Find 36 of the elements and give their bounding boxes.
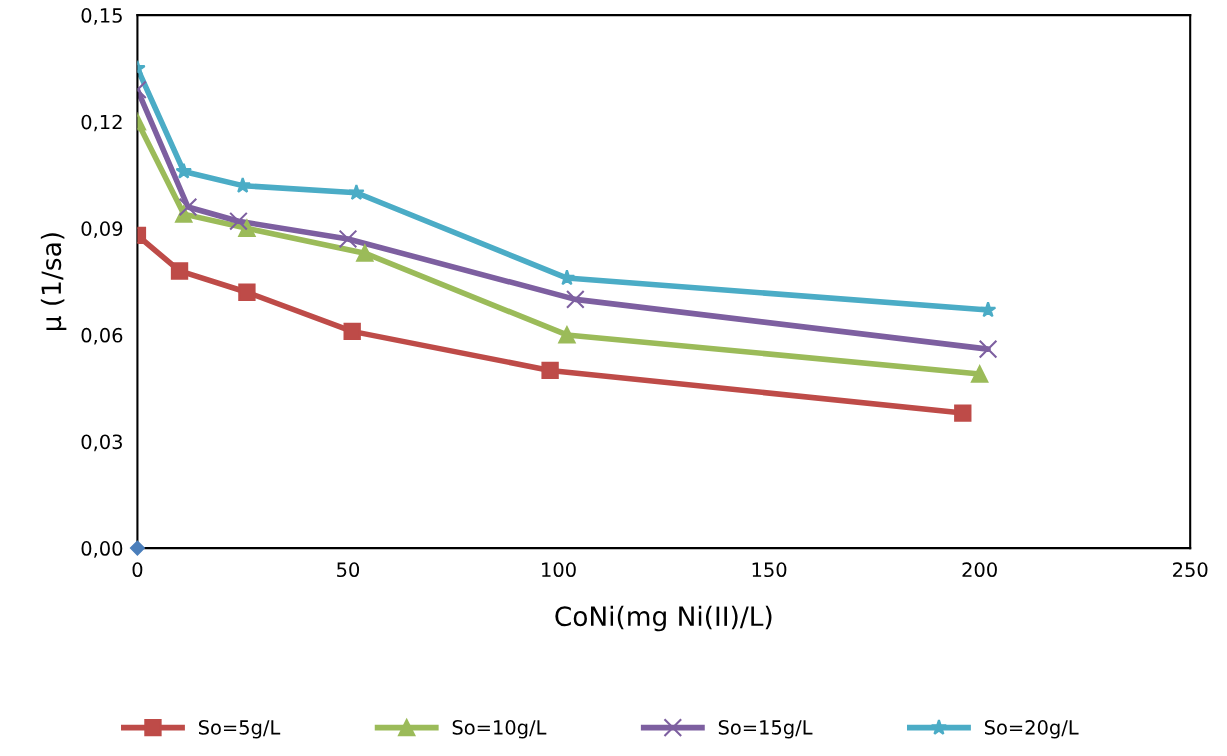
y-tick-label: 0,09 <box>81 221 123 238</box>
y-tick-label: 0,15 <box>81 8 122 25</box>
point <box>954 404 972 422</box>
point <box>566 290 585 309</box>
point <box>970 365 989 383</box>
point <box>356 244 374 262</box>
point <box>348 184 365 200</box>
point <box>229 211 248 231</box>
point <box>129 540 145 556</box>
x-tick-label: 0 <box>132 562 143 578</box>
point <box>238 283 256 301</box>
y-tick-label: 0,00 <box>81 541 123 558</box>
point <box>338 229 358 249</box>
legend-label: So=5g/L <box>198 720 281 739</box>
point <box>238 219 256 237</box>
y-tick-label: 0,03 <box>81 434 122 452</box>
y-axis-title: μ (1/sa) <box>40 233 67 331</box>
y-tick-label: 0,06 <box>81 327 123 345</box>
point <box>175 162 193 179</box>
point <box>343 322 361 341</box>
x-tick-label: 250 <box>1173 562 1208 578</box>
point <box>979 301 997 318</box>
x-tick-label: 200 <box>962 562 997 578</box>
x-tick-label: 150 <box>752 562 787 578</box>
point <box>558 326 576 344</box>
legend-label: So=15g/L <box>718 720 813 739</box>
legend-label: So=20g/L <box>984 720 1079 739</box>
legend-label: So=10g/L <box>452 720 547 739</box>
x-tick-label: 100 <box>542 562 576 578</box>
point <box>178 197 198 217</box>
point <box>978 339 998 359</box>
x-tick-label: 50 <box>337 562 360 578</box>
x-axis-title: CoNi(mg Ni(II)/L) <box>555 605 772 632</box>
point <box>170 262 189 280</box>
point <box>541 361 559 380</box>
y-tick-label: 0,12 <box>81 114 122 132</box>
